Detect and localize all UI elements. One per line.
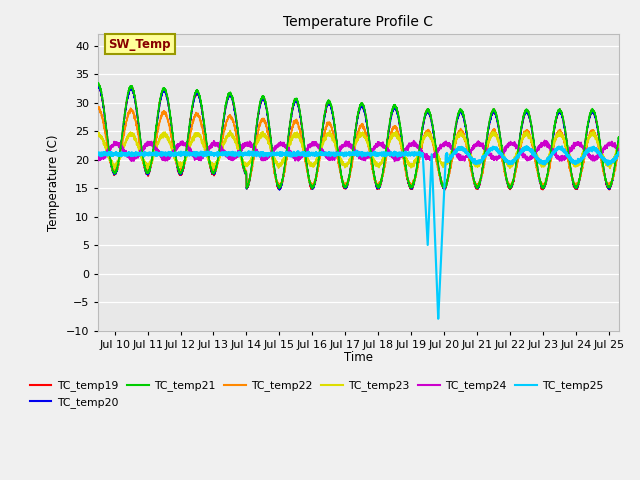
Text: SW_Temp: SW_Temp [109, 37, 171, 51]
X-axis label: Time: Time [344, 351, 373, 364]
Y-axis label: Temperature (C): Temperature (C) [47, 134, 60, 231]
Legend: TC_temp19, TC_temp20, TC_temp21, TC_temp22, TC_temp23, TC_temp24, TC_temp25: TC_temp19, TC_temp20, TC_temp21, TC_temp… [26, 376, 608, 412]
Title: Temperature Profile C: Temperature Profile C [284, 15, 433, 29]
